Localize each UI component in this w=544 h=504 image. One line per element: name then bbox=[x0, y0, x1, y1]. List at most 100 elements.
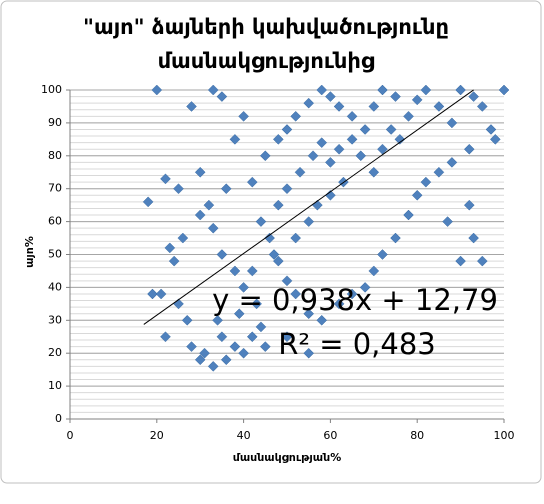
data-point bbox=[147, 288, 158, 300]
data-point bbox=[411, 189, 423, 201]
r-squared: R² = 0,483 bbox=[278, 327, 436, 361]
data-point bbox=[246, 331, 258, 343]
data-point bbox=[212, 314, 223, 326]
data-point bbox=[246, 265, 258, 277]
data-point bbox=[160, 331, 171, 343]
data-point bbox=[433, 166, 445, 178]
data-point bbox=[164, 242, 176, 254]
data-point bbox=[411, 94, 423, 106]
data-point bbox=[207, 361, 219, 372]
data-point bbox=[390, 232, 401, 244]
y-tick-label: 60 bbox=[48, 215, 62, 228]
data-point bbox=[281, 124, 293, 135]
data-point bbox=[485, 124, 497, 135]
data-point bbox=[290, 110, 302, 122]
data-point bbox=[455, 84, 466, 96]
data-point bbox=[303, 308, 315, 320]
data-point bbox=[173, 183, 184, 195]
data-point bbox=[216, 331, 228, 343]
y-tick-label: 80 bbox=[48, 149, 62, 162]
data-point bbox=[220, 354, 232, 366]
y-tick-label: 30 bbox=[48, 313, 62, 326]
grid: 0 10 20 30 40 50 60 70 80 90 100 0 20 40 60 80 100 bbox=[41, 83, 515, 442]
data-point bbox=[216, 91, 228, 102]
x-tick-label: 0 bbox=[67, 429, 74, 442]
data-point bbox=[272, 133, 284, 145]
data-point bbox=[168, 255, 180, 267]
data-point bbox=[377, 249, 388, 260]
data-point bbox=[316, 137, 328, 148]
data-point bbox=[346, 110, 358, 122]
data-point bbox=[403, 209, 414, 221]
x-tick-label: 40 bbox=[237, 429, 251, 442]
data-point bbox=[203, 199, 215, 211]
y-tick-label: 20 bbox=[48, 346, 62, 359]
data-point bbox=[186, 101, 197, 112]
data-point bbox=[333, 101, 345, 112]
data-point bbox=[186, 341, 197, 352]
data-point bbox=[229, 265, 241, 277]
data-point bbox=[220, 183, 232, 195]
y-tick-label: 40 bbox=[48, 280, 62, 293]
data-point bbox=[142, 196, 154, 208]
data-point bbox=[216, 249, 228, 260]
data-point bbox=[463, 199, 475, 211]
y-tick-label: 100 bbox=[41, 83, 62, 96]
data-point bbox=[446, 117, 458, 129]
data-point bbox=[255, 216, 267, 227]
data-point bbox=[394, 133, 406, 145]
data-point bbox=[307, 150, 319, 162]
data-point bbox=[368, 265, 380, 277]
data-point bbox=[194, 209, 206, 221]
data-point bbox=[359, 282, 371, 293]
data-point bbox=[272, 255, 284, 267]
data-point bbox=[403, 110, 414, 122]
data-point bbox=[333, 143, 345, 155]
data-point bbox=[259, 150, 271, 162]
data-point bbox=[281, 331, 293, 343]
data-point bbox=[325, 91, 336, 102]
data-point bbox=[194, 166, 206, 178]
data-point bbox=[281, 183, 293, 195]
data-point bbox=[207, 84, 219, 96]
data-point bbox=[199, 347, 210, 359]
data-point bbox=[498, 84, 510, 96]
data-point bbox=[268, 249, 280, 260]
data-point bbox=[359, 124, 371, 135]
data-point bbox=[251, 298, 262, 310]
data-point bbox=[238, 282, 249, 293]
x-tick-label: 100 bbox=[494, 429, 515, 442]
data-point bbox=[468, 91, 479, 102]
data-point bbox=[390, 91, 401, 102]
data-point bbox=[476, 255, 488, 267]
data-point bbox=[442, 216, 453, 227]
y-tick-label: 90 bbox=[48, 116, 62, 129]
data-point bbox=[238, 110, 249, 122]
data-point bbox=[316, 84, 328, 96]
data-point bbox=[420, 176, 432, 188]
data-point bbox=[181, 314, 193, 326]
y-tick-label: 50 bbox=[48, 248, 62, 261]
data-point bbox=[290, 288, 302, 300]
data-point bbox=[446, 157, 458, 168]
data-point bbox=[246, 176, 258, 188]
data-point bbox=[355, 150, 367, 162]
data-point bbox=[385, 124, 397, 135]
data-point bbox=[281, 275, 293, 287]
x-tick-label: 80 bbox=[410, 429, 424, 442]
data-point bbox=[255, 321, 267, 333]
data-point bbox=[238, 347, 249, 359]
chart-title: "այո" ձայների կախվածությունը bbox=[83, 15, 449, 39]
data-point bbox=[325, 157, 336, 168]
data-point bbox=[294, 166, 306, 178]
data-point bbox=[455, 255, 466, 267]
data-point bbox=[194, 354, 206, 366]
data-point bbox=[316, 314, 328, 326]
chart-title: մասնակցությունից bbox=[158, 49, 375, 73]
data-point bbox=[229, 133, 241, 145]
data-point bbox=[160, 173, 171, 185]
data-point bbox=[229, 341, 241, 352]
data-point bbox=[303, 216, 315, 227]
data-point bbox=[272, 199, 284, 211]
